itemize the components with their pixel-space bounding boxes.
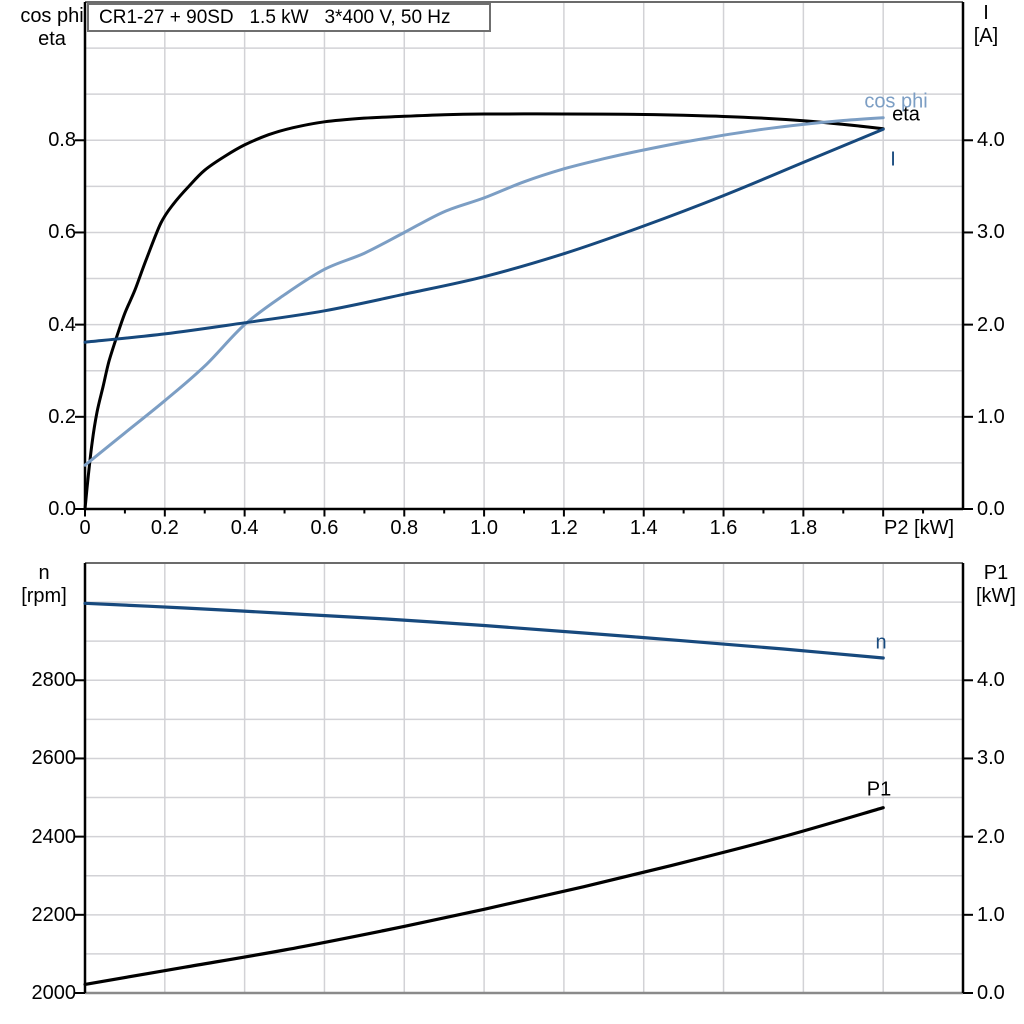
top-chart [75,1,973,517]
curve-p1 [83,806,885,986]
curve-eta [83,112,885,511]
curve-cos-phi [83,116,885,467]
curve-i [83,127,885,344]
bottom-chart [75,562,973,995]
curve-n [83,601,885,660]
